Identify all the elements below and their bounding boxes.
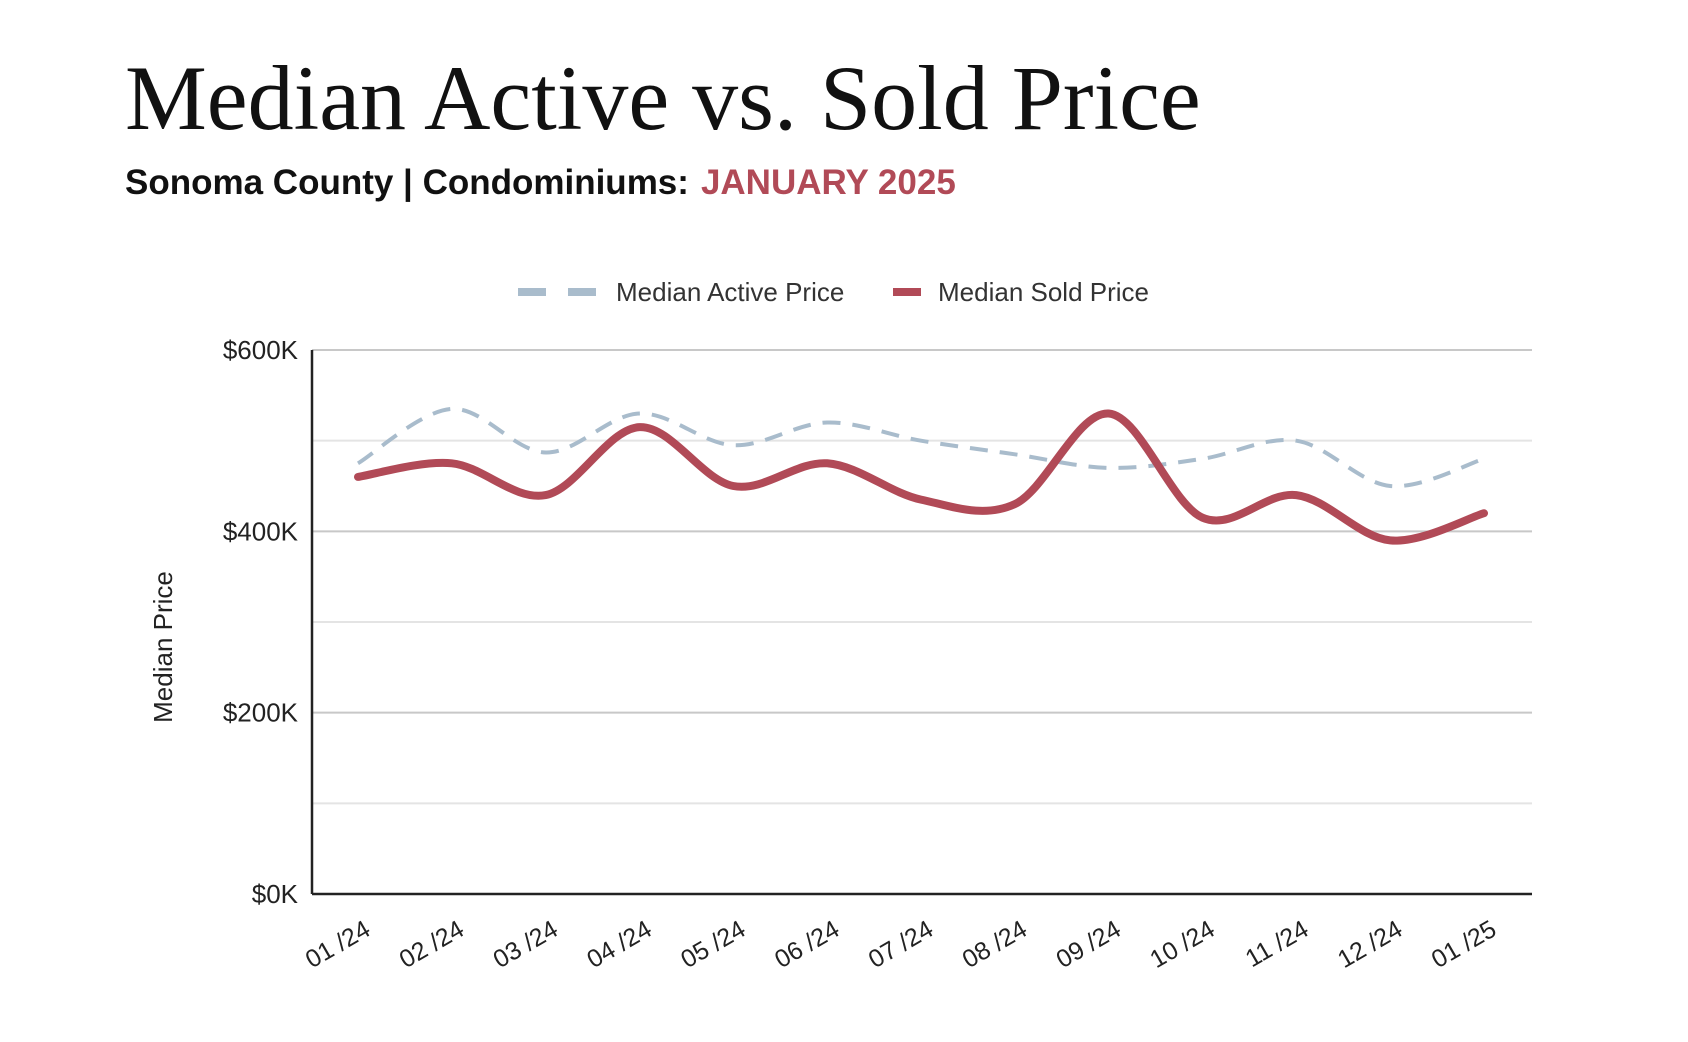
x-tick-label: 11 /24 — [1241, 915, 1314, 973]
subtitle-location: Sonoma County | Condominiums: — [125, 163, 689, 202]
y-tick-label: $600K — [223, 335, 299, 365]
series-line-median-sold-price — [354, 409, 1488, 545]
series-lines — [354, 406, 1488, 545]
x-tick-label: 07 /24 — [864, 915, 938, 974]
x-tick-label: 06 /24 — [770, 915, 844, 974]
y-tick-label: $0K — [252, 879, 299, 909]
y-axis-label: Median Price — [148, 571, 178, 723]
gridlines — [312, 349, 1532, 805]
x-tick-label: 05 /24 — [676, 915, 750, 974]
x-tick-label: 04 /24 — [582, 915, 656, 974]
x-tick-label: 03 /24 — [488, 915, 562, 974]
x-tick-label: 09 /24 — [1051, 915, 1125, 974]
y-tick-label: $200K — [223, 698, 299, 728]
page-title: Median Active vs. Sold Price — [125, 47, 1201, 149]
legend-label: Median Active Price — [616, 277, 844, 307]
legend-label: Median Sold Price — [938, 277, 1149, 307]
axes — [310, 350, 1532, 896]
series-line-median-active-price — [356, 406, 1485, 489]
x-tick-label: 02 /24 — [395, 915, 469, 974]
x-tick-labels: 01 /24 02 /24 03 /24 04 /24 05 /24 06 /24 07 /… — [301, 915, 1501, 974]
x-tick-label: 12 /24 — [1333, 915, 1407, 974]
y-tick-label: $400K — [223, 516, 299, 546]
page-subtitle: Sonoma County | Condominiums: JANUARY 202… — [125, 162, 956, 204]
x-tick-label: 01 /25 — [1427, 915, 1501, 974]
legend: Median Active Price Median Sold Price — [518, 277, 1149, 307]
x-tick-label: 10 /24 — [1145, 915, 1219, 974]
y-tick-labels: $0K $200K $400K $600K — [223, 335, 299, 909]
x-tick-label: 01 /24 — [301, 915, 375, 974]
x-tick-label: 08 /24 — [958, 915, 1032, 974]
subtitle-period: JANUARY 2025 — [700, 163, 956, 202]
